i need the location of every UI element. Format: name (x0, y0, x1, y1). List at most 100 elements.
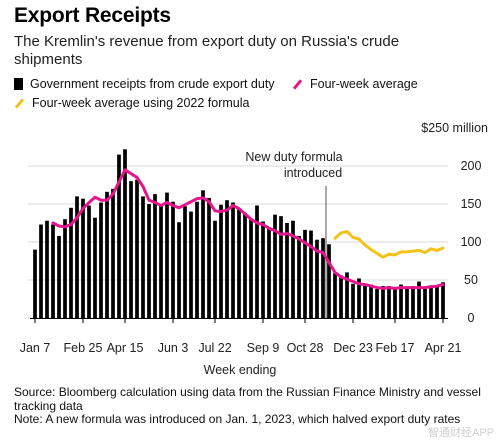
bar (285, 223, 289, 318)
bar (399, 284, 403, 318)
bar (417, 281, 421, 318)
x-tick-label: Apr 15 (107, 341, 144, 355)
x-tick-label: Jul 22 (198, 341, 231, 355)
bar (141, 196, 145, 318)
bar (345, 272, 349, 318)
bar (135, 179, 139, 318)
bar (105, 191, 109, 318)
bar (39, 224, 43, 318)
bar (375, 289, 379, 318)
x-tick-label: Dec 23 (333, 341, 373, 355)
x-tick-label: Feb 25 (64, 341, 103, 355)
legend-bar-swatch (14, 78, 23, 90)
bar (423, 287, 427, 318)
bar (75, 196, 79, 318)
bar (81, 198, 85, 318)
bar (213, 220, 217, 318)
bar (51, 224, 55, 318)
bar (315, 239, 319, 318)
x-tick-label: Oct 28 (287, 341, 324, 355)
bar (147, 204, 151, 318)
bar (411, 286, 415, 318)
series-line-four-week-average (51, 168, 445, 290)
bar (171, 201, 175, 318)
x-axis-label: Week ending (204, 363, 277, 377)
bar (129, 181, 133, 318)
bar (207, 197, 211, 318)
legend-item-bars: Government receipts from crude export du… (14, 77, 275, 91)
annotation-text: introduced (284, 166, 342, 180)
bar (309, 230, 313, 318)
bar (123, 149, 127, 318)
bar (225, 200, 229, 318)
legend-avg-label: Four-week average (310, 77, 418, 91)
bar (297, 235, 301, 318)
bar (93, 217, 97, 318)
bar (183, 206, 187, 318)
x-tick-label: Jan 7 (20, 341, 51, 355)
bar (435, 286, 439, 318)
bar (195, 201, 199, 318)
bar (237, 209, 241, 318)
y-tick-label: 50 (464, 273, 478, 287)
footer: Source: Bloomberg calculation using data… (14, 385, 494, 427)
bar (387, 286, 391, 318)
bar (267, 228, 271, 318)
bar (441, 282, 445, 318)
bar (69, 207, 73, 318)
bar (249, 219, 253, 318)
bar (63, 219, 67, 318)
bar (99, 202, 103, 318)
bar (33, 249, 37, 318)
x-tick-label: Apr 21 (425, 341, 462, 355)
bar (321, 238, 325, 318)
y-tick-label: 100 (461, 235, 482, 249)
bar (189, 211, 193, 318)
chart-area: 0 50 100 150 200 $250 million Jan 7 Feb 25 Apr 1… (20, 121, 488, 377)
bar (291, 220, 295, 318)
legend-avg2022-label: Four-week average using 2022 formula (32, 96, 250, 110)
legend-bars-label: Government receipts from crude export du… (30, 77, 275, 91)
bar (153, 194, 157, 318)
bar (117, 154, 121, 318)
source-note: Source: Bloomberg calculation using data… (14, 385, 481, 413)
watermark: 智通财经APP (427, 427, 494, 439)
bar (273, 214, 277, 318)
bar (219, 204, 223, 318)
bar (165, 192, 169, 318)
y-tick-label: 150 (461, 197, 482, 211)
y-tick-label: 0 (468, 311, 475, 325)
bar (243, 213, 247, 318)
bar (363, 283, 367, 318)
bar (231, 202, 235, 318)
chart-subtitle: The Kremlin's revenue from export duty o… (14, 33, 400, 68)
y-tick-label: 200 (461, 159, 482, 173)
series-line-2022-formula (333, 229, 445, 259)
bar (87, 205, 91, 318)
bar (393, 289, 397, 318)
bar (405, 288, 409, 318)
bar (57, 235, 61, 318)
x-tick-label: Sep 9 (247, 341, 280, 355)
chart-title: Export Receipts (14, 4, 171, 27)
legend-item-avg2022: Four-week average using 2022 formula (14, 96, 249, 110)
bar (327, 244, 331, 318)
formula-note: Note: A new formula was introduced on Ja… (14, 412, 461, 426)
bar (159, 205, 163, 318)
bar (351, 283, 355, 318)
x-tick-label: Feb 17 (376, 341, 415, 355)
bar (45, 220, 49, 318)
bar (255, 205, 259, 318)
annotation-text: New duty formula (245, 150, 342, 164)
bar (279, 216, 283, 318)
y-axis-top-label: $250 million (421, 121, 488, 135)
bar (177, 222, 181, 318)
bar (261, 221, 265, 318)
bar (303, 229, 307, 318)
bar (201, 190, 205, 318)
x-tick-label: Jun 3 (158, 341, 189, 355)
bar (339, 275, 343, 318)
bar (381, 286, 385, 318)
bar (357, 278, 361, 318)
bar (429, 285, 433, 318)
